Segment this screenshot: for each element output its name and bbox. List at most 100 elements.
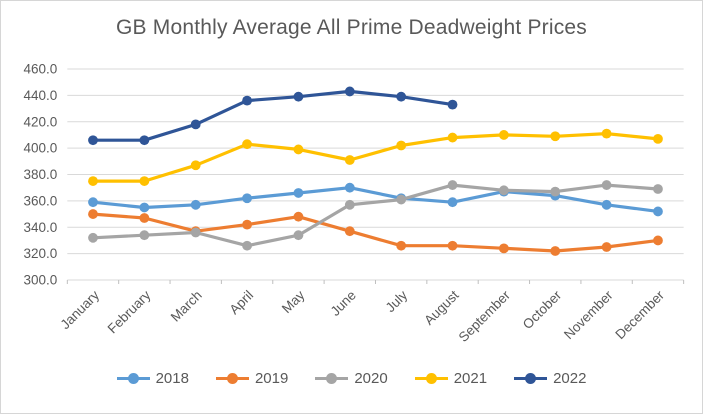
series-2020-marker-august	[447, 180, 458, 190]
series-2022-marker-august	[447, 99, 458, 110]
x-axis-label-november: November	[561, 287, 616, 342]
series-2020-marker-may	[293, 230, 304, 241]
series-2018-marker-december	[653, 206, 663, 217]
series-2021-marker-september	[498, 130, 509, 140]
series-2020-marker-september	[498, 185, 509, 196]
y-axis-tick-label: 340.0	[24, 220, 58, 235]
series-2018-marker-november	[601, 199, 612, 210]
legend-label: 2021	[453, 370, 488, 387]
series-2019-marker-august	[447, 240, 458, 251]
series-2019-marker-april	[242, 219, 252, 230]
series-2021-marker-june	[344, 155, 355, 165]
series-2018-marker-february	[139, 202, 150, 213]
y-axis-tick-label: 360.0	[24, 193, 58, 208]
y-axis-tick-label: 380.0	[24, 167, 58, 182]
legend-dot	[226, 373, 238, 384]
series-2021-marker-november	[601, 128, 612, 139]
legend-label: 2022	[553, 370, 587, 387]
series-2021-marker-march	[190, 160, 201, 171]
legend-item-2018: 2018	[116, 370, 189, 387]
legend-label: 2019	[254, 370, 289, 387]
legend-marker-2018-icon	[116, 373, 150, 384]
legend-item-2019: 2019	[215, 370, 289, 387]
series-2021-marker-january	[88, 176, 98, 186]
legend-label: 2018	[155, 370, 189, 387]
series-2020-marker-june	[344, 199, 355, 210]
series-2020-marker-april	[242, 240, 252, 251]
legend-label: 2020	[354, 370, 388, 387]
series-2019-marker-september	[498, 243, 509, 254]
series-2022-line	[91, 89, 455, 142]
x-axis-label-august: August	[421, 287, 462, 328]
series-2018-marker-may	[293, 188, 304, 198]
x-axis-label-july: July	[383, 287, 411, 315]
y-axis-tick-label: 300.0	[24, 273, 58, 288]
y-axis-tick-label: 440.0	[24, 88, 58, 103]
series-2021-line	[91, 132, 660, 183]
series-2019-marker-july	[396, 240, 407, 251]
x-axis-label-september: September	[456, 287, 514, 345]
series-2022-marker-january	[88, 135, 98, 146]
series-2020-marker-february	[139, 230, 150, 241]
legend-marker-2022-icon	[514, 373, 548, 384]
legend-item-2021: 2021	[414, 370, 488, 387]
x-axis-label-october: October	[520, 287, 565, 332]
series-2022-marker-june	[344, 86, 355, 97]
x-axis-label-december: December	[612, 287, 667, 342]
y-axis-tick-label: 420.0	[24, 114, 58, 129]
series-2018-marker-june	[344, 182, 355, 193]
series-2020-marker-october	[550, 186, 561, 197]
series-2019-marker-february	[139, 213, 150, 223]
series-2021-marker-october	[550, 131, 561, 142]
series-2020-marker-march	[190, 227, 201, 238]
series-2018-marker-april	[242, 193, 252, 204]
x-axis-label-february: February	[105, 287, 154, 336]
series-2020-marker-january	[88, 232, 98, 243]
legend-item-2022: 2022	[514, 370, 586, 387]
series-2022-marker-february	[139, 135, 150, 146]
series-2019-line	[91, 212, 660, 253]
legend-dot	[425, 373, 437, 384]
y-axis-tick-label: 400.0	[24, 141, 58, 156]
legend-item-2020: 2020	[315, 370, 388, 387]
series-2020-marker-july	[396, 194, 407, 205]
legend-dot	[525, 373, 537, 384]
series-2018-marker-january	[88, 197, 98, 208]
x-axis-label-march: March	[168, 288, 205, 325]
legend-marker-2021-icon	[414, 373, 448, 384]
legend-marker-2020-icon	[315, 373, 349, 384]
x-axis-label-june: June	[328, 288, 359, 319]
series-2022-marker-march	[190, 119, 201, 130]
series-2021-marker-february	[139, 176, 150, 186]
plot-area: 460.0 440.0 420.0 400.0 380.0 360.0 340.0 320.0…	[24, 62, 685, 345]
x-axis-label-april: April	[226, 288, 256, 318]
series-2019-marker-october	[550, 246, 561, 256]
series-2021-marker-may	[293, 144, 304, 155]
x-axis-label-may: May	[279, 287, 308, 316]
legend-marker-2019-icon	[215, 373, 249, 384]
series-2021-marker-july	[396, 140, 407, 151]
series-2019-marker-june	[344, 226, 355, 237]
y-axis-tick-label: 460.0	[24, 62, 58, 77]
series-2019-marker-december	[653, 235, 663, 246]
series-2022-marker-april	[242, 95, 252, 106]
series-2022-marker-july	[396, 91, 407, 102]
x-axis-label-january: January	[58, 287, 103, 332]
series-2019-marker-january	[88, 209, 98, 219]
series-2018-marker-march	[190, 199, 201, 210]
legend-dot	[326, 373, 338, 384]
series-2021-marker-august	[447, 132, 458, 143]
series-2021-marker-april	[242, 139, 252, 150]
series-2020-marker-november	[601, 180, 612, 190]
series-2019-marker-november	[601, 242, 612, 252]
series-2020-marker-december	[653, 184, 663, 194]
series-2020-line	[91, 183, 660, 248]
series-2018-line	[91, 186, 660, 213]
series-2022-marker-may	[293, 91, 304, 102]
y-axis-tick-label: 320.0	[24, 246, 58, 261]
legend-dot	[127, 373, 139, 384]
legend: 2018 2019 2020 2021 2022	[1, 370, 702, 387]
series-2021-marker-december	[653, 133, 663, 144]
chart-title: GB Monthly Average All Prime Deadweight …	[115, 16, 588, 39]
series-2019-marker-may	[293, 211, 304, 222]
